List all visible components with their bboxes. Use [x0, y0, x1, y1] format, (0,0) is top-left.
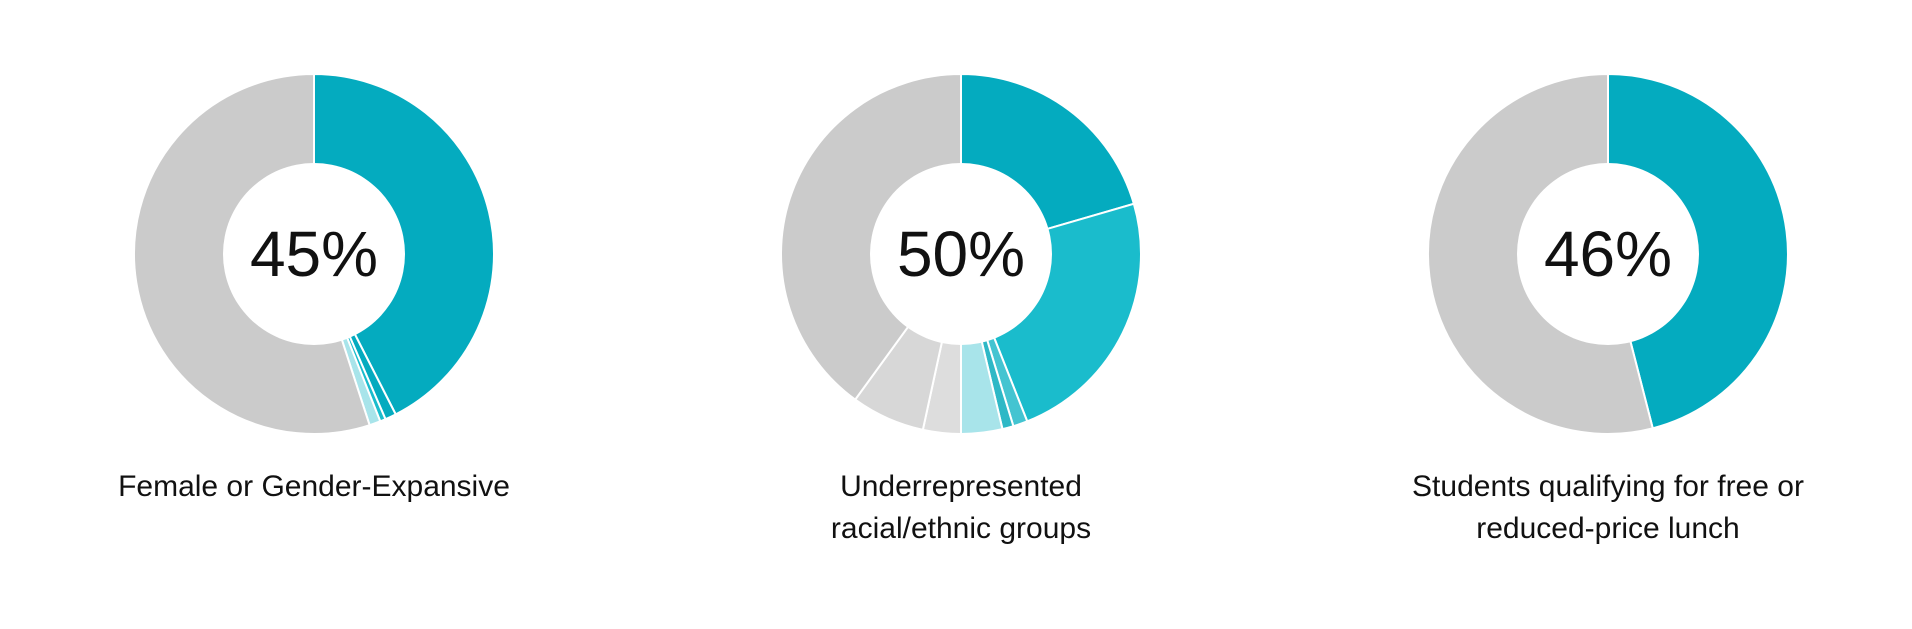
donut-center-value: 46%	[1544, 218, 1672, 290]
donut-caption-line: Students qualifying for free or	[1412, 470, 1804, 503]
donut-chart-3: 46% Students qualifying for free or reduce…	[1412, 72, 1804, 545]
donut-caption-line: Female or Gender-Expansive	[118, 470, 510, 503]
donut-slice	[780, 72, 962, 402]
donut-hole	[223, 163, 405, 345]
donut-center-value: 50%	[897, 218, 1025, 290]
donut-hole	[1517, 163, 1699, 345]
donut-caption-line: Underrepresented	[840, 470, 1082, 503]
donut-hole	[870, 163, 1052, 345]
donut-chart-1: 45% Female or Gender-Expansive	[118, 72, 510, 503]
donut-caption-line: racial/ethnic groups	[831, 512, 1091, 545]
donut-center-value: 45%	[250, 218, 378, 290]
donut-caption-line: reduced-price lunch	[1476, 512, 1739, 545]
donut-chart-2: 50% Underrepresented racial/ethnic groups	[780, 72, 1142, 545]
